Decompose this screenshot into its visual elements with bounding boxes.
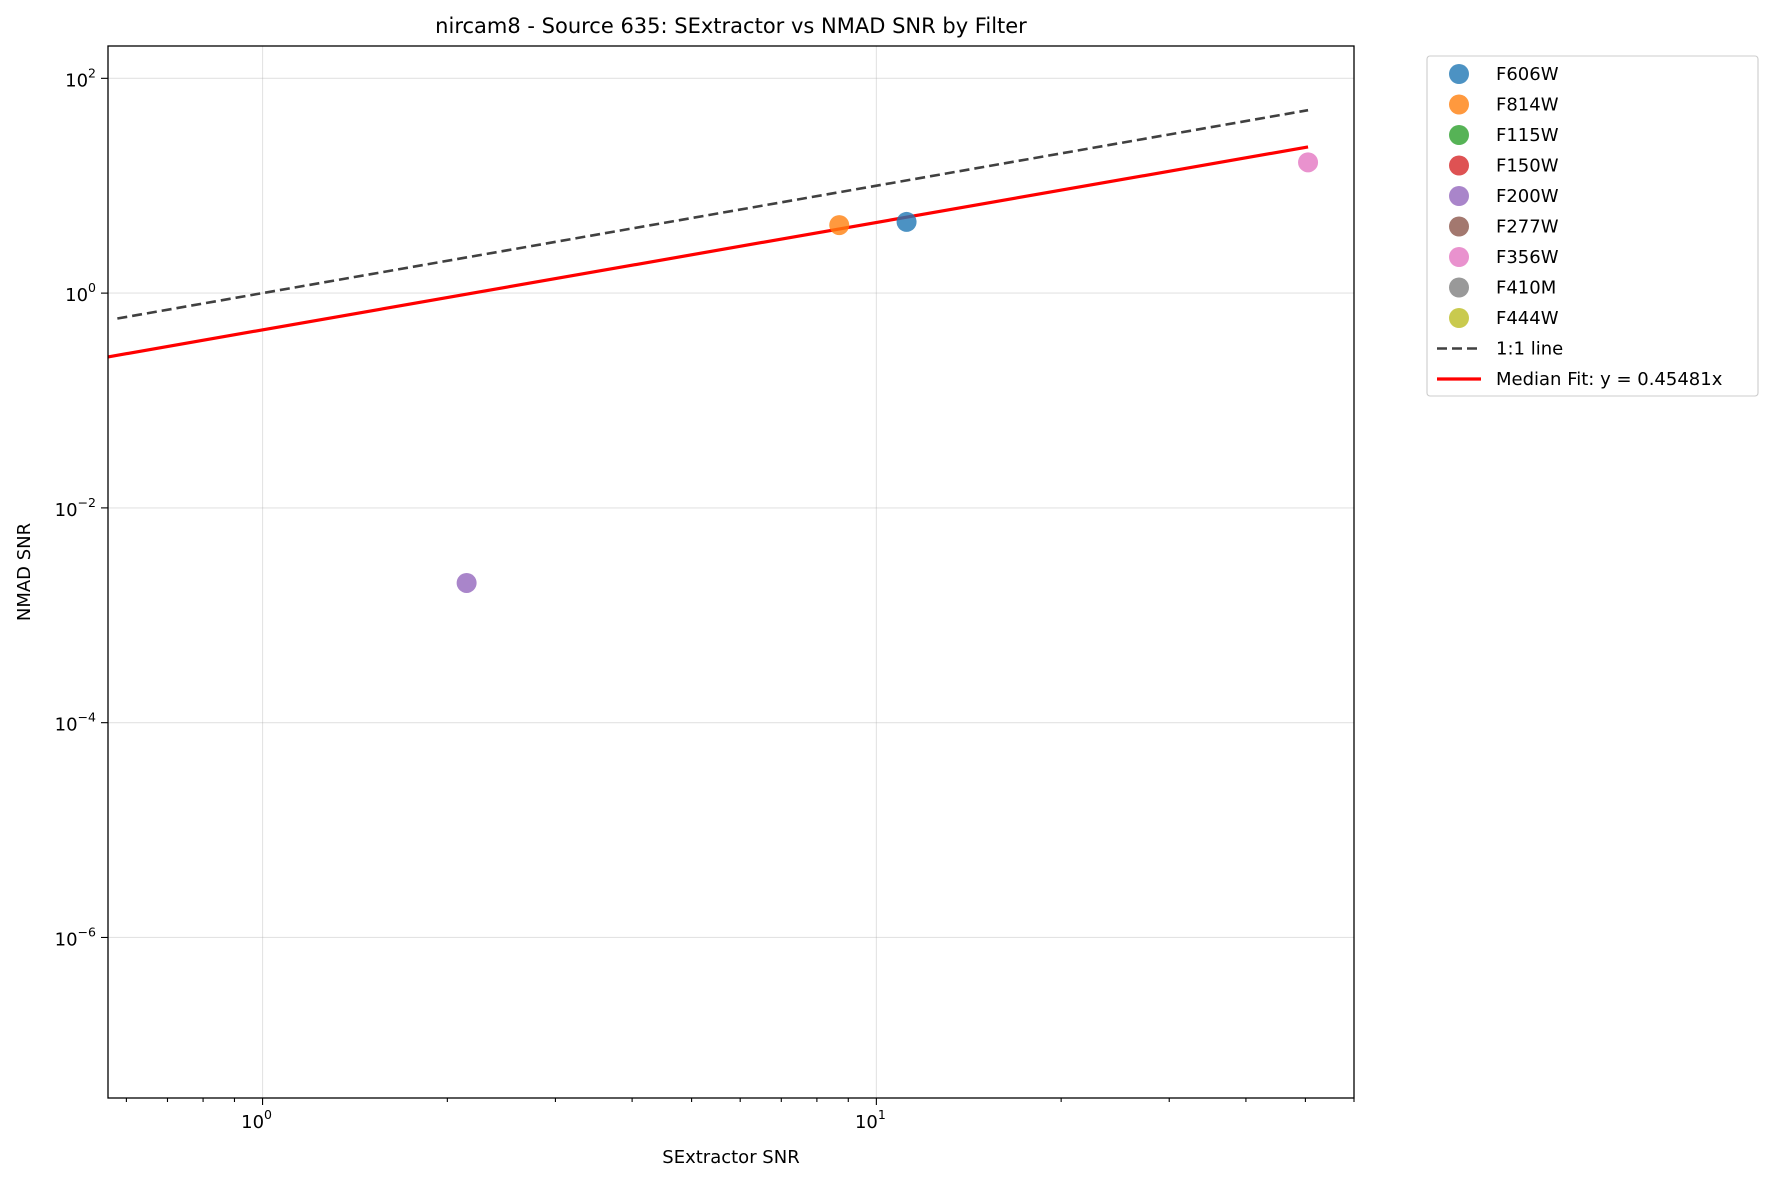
legend-label: F606W <box>1496 64 1559 85</box>
legend-marker <box>1449 94 1469 115</box>
chart-title: nircam8 - Source 635: SExtractor vs NMAD… <box>435 14 1027 38</box>
legend-label: F410M <box>1496 278 1556 299</box>
data-point-f356w <box>1298 152 1319 173</box>
legend-label: F115W <box>1496 125 1559 146</box>
legend-marker <box>1449 247 1469 267</box>
plot-frame <box>107 45 1355 1099</box>
median-fit-line <box>107 145 1309 359</box>
y-tick-label: 100 <box>65 280 96 306</box>
legend-marker <box>1449 277 1469 298</box>
legend-marker <box>1449 64 1469 84</box>
legend-marker <box>1449 155 1469 176</box>
y-tick-label: 10−6 <box>55 924 96 950</box>
y-tick-label: 102 <box>65 65 96 91</box>
legend-marker <box>1449 186 1469 206</box>
one-to-one-line <box>117 108 1309 320</box>
legend-marker <box>1449 308 1469 328</box>
x-axis-label: SExtractor SNR <box>662 1147 799 1168</box>
data-point-f606w <box>896 211 917 232</box>
data-point-f814w <box>829 215 850 236</box>
legend-label: Median Fit: y = 0.45481x <box>1496 369 1723 390</box>
legend-label: F356W <box>1496 247 1559 268</box>
y-tick-label: 10−4 <box>55 710 96 736</box>
legend-box <box>1426 55 1759 397</box>
legend-label: 1:1 line <box>1496 339 1563 360</box>
legend-label: F277W <box>1496 217 1559 238</box>
data-points <box>456 152 1319 593</box>
y-axis-label: NMAD SNR <box>14 523 35 621</box>
legend-label: F814W <box>1496 95 1559 116</box>
y-tick-label: 10−2 <box>55 495 96 521</box>
reference-lines <box>107 108 1309 359</box>
legend-marker <box>1449 216 1469 237</box>
data-point-f200w <box>456 572 477 593</box>
legend-label: F444W <box>1496 308 1559 329</box>
legend-marker <box>1449 125 1469 145</box>
legend: F606W F814W F115W F150W F200W F277W F356W F410M… <box>1426 55 1759 397</box>
legend-label: F150W <box>1496 156 1559 177</box>
legend-label: F200W <box>1496 186 1559 207</box>
